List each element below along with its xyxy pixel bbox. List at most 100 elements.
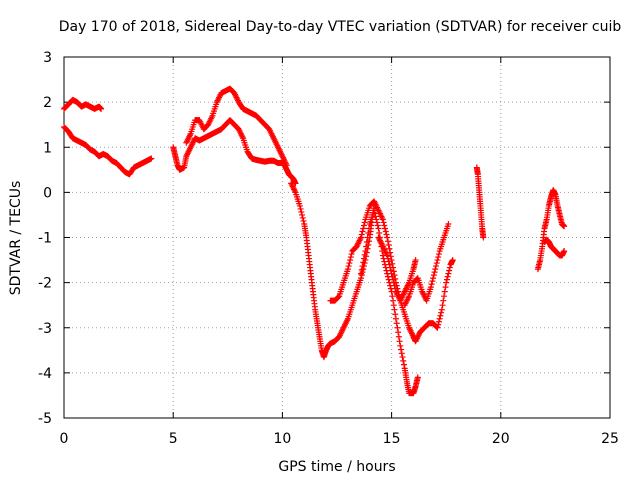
data-point <box>365 229 372 236</box>
data-point <box>441 288 448 295</box>
axis-ticks: 0 5 10 15 20 25 -5 -4 -3 -2 -1 0 1 2 3 <box>38 50 619 447</box>
data-point <box>390 297 397 304</box>
data-point <box>561 248 568 255</box>
data-point <box>374 219 381 226</box>
data-point <box>398 346 405 353</box>
series-descent <box>288 180 378 361</box>
data-point <box>442 284 449 291</box>
data-point <box>428 281 435 288</box>
data-point <box>299 211 306 218</box>
data-point <box>438 306 445 313</box>
data-point <box>398 350 405 357</box>
y-axis-label: SDTVAR / TECUs <box>8 181 24 296</box>
data-point <box>434 324 441 331</box>
data-point <box>371 210 378 217</box>
data-point <box>373 216 380 223</box>
series-mid-lower <box>170 117 299 187</box>
data-point <box>392 311 399 318</box>
data-point <box>445 270 452 277</box>
data-point <box>387 264 394 271</box>
data-point <box>429 278 436 285</box>
y-tick-label: 0 <box>43 185 52 201</box>
data-point <box>383 231 390 238</box>
data-point <box>361 251 368 258</box>
data-point <box>445 220 452 227</box>
y-tick-label: -1 <box>38 231 52 247</box>
data-point <box>446 267 453 274</box>
data-point <box>432 266 439 273</box>
data-point <box>433 260 440 267</box>
data-point <box>390 302 397 309</box>
series-big-wave-b <box>358 207 421 397</box>
data-point <box>396 338 403 345</box>
data-point <box>346 260 353 267</box>
data-point <box>364 234 371 241</box>
data-point <box>395 333 402 340</box>
x-tick-label: 0 <box>60 431 69 447</box>
data-point <box>363 243 370 250</box>
series-upper-early <box>61 96 105 112</box>
y-tick-label: 2 <box>43 95 52 111</box>
data-point <box>358 266 365 273</box>
data-point <box>348 251 355 258</box>
data-point <box>359 263 366 270</box>
data-point <box>148 155 155 162</box>
data-point <box>298 208 305 215</box>
data-point <box>360 225 367 232</box>
data-point <box>391 306 398 313</box>
data-point <box>385 242 392 249</box>
data-point <box>358 234 365 241</box>
data-point <box>435 251 442 258</box>
data-point <box>392 285 399 292</box>
grid-lines <box>64 57 610 418</box>
data-point <box>388 270 395 277</box>
x-tick-label: 10 <box>273 431 291 447</box>
data-point <box>335 293 342 300</box>
x-axis-label: GPS time / hours <box>278 459 395 475</box>
data-point <box>98 105 105 112</box>
data-point <box>363 239 370 246</box>
data-point <box>393 320 400 327</box>
data-point <box>382 225 389 232</box>
data-point <box>360 259 367 266</box>
data-point <box>387 267 394 274</box>
data-point <box>435 321 442 328</box>
data-point <box>434 257 441 264</box>
y-tick-label: -4 <box>38 366 52 382</box>
data-point <box>384 255 391 262</box>
data-point <box>381 222 388 229</box>
data-point <box>366 225 373 232</box>
data-point <box>358 231 365 238</box>
data-point <box>372 213 379 220</box>
x-tick-label: 5 <box>169 431 178 447</box>
data-point <box>375 225 382 232</box>
data-point <box>399 354 406 361</box>
data-points <box>61 85 568 397</box>
data-point <box>480 234 487 241</box>
series-isolated-19 <box>473 164 487 241</box>
y-tick-label: -2 <box>38 276 52 292</box>
data-point <box>436 315 443 322</box>
data-point <box>376 229 383 236</box>
data-point <box>382 228 389 235</box>
data-point <box>438 309 445 316</box>
series-isolated-22a <box>534 187 568 273</box>
data-point <box>360 222 367 229</box>
data-point <box>360 255 367 262</box>
data-point <box>389 273 396 280</box>
data-point <box>433 263 440 270</box>
data-point <box>384 234 391 241</box>
data-point <box>414 374 421 381</box>
data-point <box>446 264 453 271</box>
data-point <box>397 342 404 349</box>
series-mid-upper <box>183 85 290 169</box>
data-point <box>380 219 387 226</box>
data-point <box>386 261 393 268</box>
data-point <box>344 266 351 273</box>
data-point <box>435 318 442 325</box>
y-tick-label: -3 <box>38 321 52 337</box>
y-tick-label: 1 <box>43 140 52 156</box>
data-point <box>389 260 396 267</box>
data-point <box>384 252 391 259</box>
data-point <box>386 245 393 252</box>
